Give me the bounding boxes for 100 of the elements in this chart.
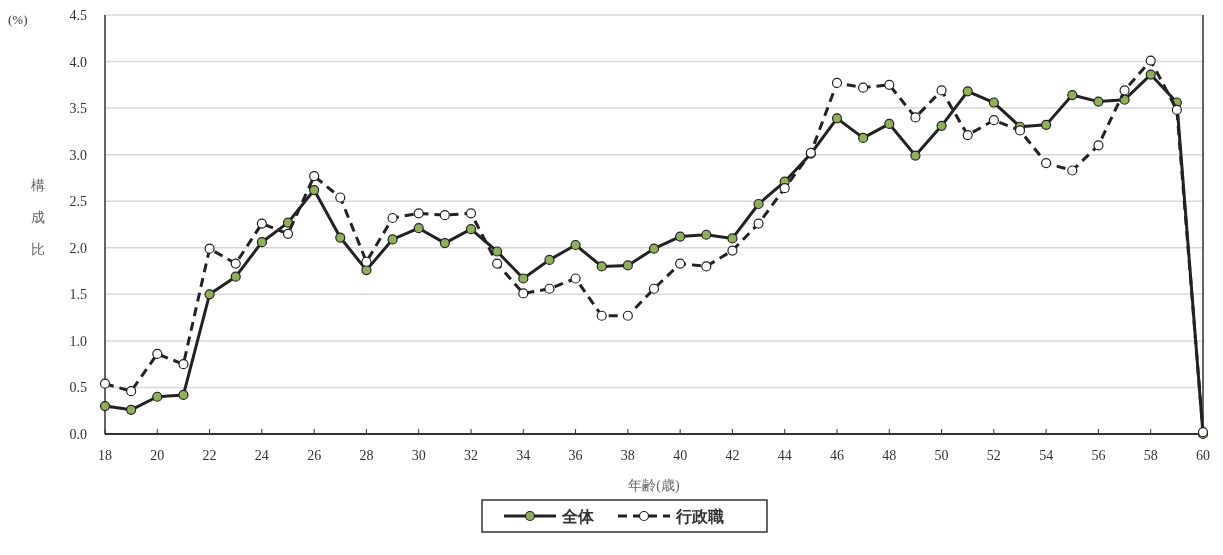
x-tick-label: 56 xyxy=(1091,448,1106,463)
point xyxy=(570,273,581,284)
point xyxy=(152,348,163,360)
text: (%) xyxy=(8,12,28,27)
point xyxy=(1041,119,1052,130)
point xyxy=(596,261,607,272)
point xyxy=(884,118,895,130)
point xyxy=(518,273,529,284)
point xyxy=(544,283,555,294)
x-tick-label: 24 xyxy=(254,448,269,463)
point xyxy=(335,232,346,243)
y-tick-label: 4.5 xyxy=(69,8,87,23)
point xyxy=(1119,85,1130,96)
y-tick-label: 1.0 xyxy=(69,333,87,349)
point xyxy=(282,228,294,239)
point xyxy=(701,261,712,272)
point xyxy=(230,258,241,269)
point xyxy=(387,212,398,224)
point xyxy=(387,234,398,245)
point xyxy=(178,389,189,400)
point xyxy=(492,258,503,269)
point xyxy=(1145,69,1156,80)
point xyxy=(1067,165,1078,176)
x-tick-label: 44 xyxy=(777,448,792,463)
point xyxy=(910,150,921,161)
x-tick-label: 54 xyxy=(1039,448,1054,463)
point xyxy=(439,210,450,221)
x-tick-label: 18 xyxy=(98,448,112,463)
point xyxy=(465,208,477,219)
text: 構成比 xyxy=(31,178,45,257)
point xyxy=(126,404,137,415)
y-tick-label: 4.0 xyxy=(69,54,87,70)
x-tick-label: 60 xyxy=(1196,448,1210,463)
point xyxy=(727,245,738,256)
x-tick-label: 48 xyxy=(882,448,897,463)
point xyxy=(831,113,843,124)
point xyxy=(962,86,973,97)
point xyxy=(622,310,633,321)
x-tick-label: 46 xyxy=(830,448,844,463)
point xyxy=(884,79,895,90)
y-tick-label: 2.0 xyxy=(69,240,87,256)
point xyxy=(126,386,137,397)
x-tick-label: 50 xyxy=(934,448,949,463)
x-tick-label: 32 xyxy=(464,448,478,463)
point xyxy=(648,283,660,294)
point xyxy=(962,130,973,141)
point xyxy=(492,246,503,257)
point xyxy=(1171,104,1182,116)
legend-label: 全体 xyxy=(561,508,595,525)
point xyxy=(99,378,111,389)
point xyxy=(570,239,581,251)
x-tick-label: 52 xyxy=(986,448,1001,463)
y-tick-label: 0.5 xyxy=(69,380,87,396)
point xyxy=(988,97,999,108)
point xyxy=(204,289,215,300)
point xyxy=(936,120,947,131)
point xyxy=(256,218,267,229)
x-tick-label: 30 xyxy=(411,448,426,463)
point xyxy=(465,224,477,235)
x-tick-label: 42 xyxy=(725,448,740,463)
point xyxy=(1014,125,1026,136)
x-tick-label: 34 xyxy=(516,448,531,463)
x-tick-label: 38 xyxy=(620,448,635,463)
point xyxy=(413,223,424,234)
y-tick-label: 3.0 xyxy=(69,147,87,163)
point xyxy=(99,400,111,412)
point xyxy=(753,198,764,210)
x-tick-label: 40 xyxy=(673,448,688,463)
point xyxy=(230,271,241,282)
point xyxy=(152,391,163,402)
x-tick-label: 28 xyxy=(359,448,374,463)
point xyxy=(178,359,189,370)
point xyxy=(675,258,686,269)
point xyxy=(727,233,738,244)
x-tick-label: 58 xyxy=(1143,448,1158,463)
point xyxy=(753,218,764,229)
point xyxy=(622,260,633,271)
y-tick-label: 0.0 xyxy=(69,427,87,442)
point xyxy=(1041,157,1052,169)
point xyxy=(1093,140,1104,151)
y-tick-label: 2.5 xyxy=(69,194,87,210)
point xyxy=(413,208,424,219)
x-tick-label: 20 xyxy=(150,448,165,463)
y-tick-label: 3.5 xyxy=(69,101,87,117)
point xyxy=(204,243,215,254)
point xyxy=(701,229,712,240)
x-axis-title: 年齢(歳) xyxy=(628,478,680,494)
point xyxy=(831,77,843,89)
point xyxy=(675,231,686,242)
point xyxy=(936,85,947,96)
y-tick-label: 1.5 xyxy=(69,287,87,303)
point xyxy=(1145,55,1156,66)
point xyxy=(858,132,869,144)
point xyxy=(309,170,320,182)
point xyxy=(256,237,267,248)
x-tick-label: 22 xyxy=(202,448,217,463)
point xyxy=(361,265,372,276)
point xyxy=(361,256,372,267)
point xyxy=(439,238,450,249)
point xyxy=(544,254,555,265)
